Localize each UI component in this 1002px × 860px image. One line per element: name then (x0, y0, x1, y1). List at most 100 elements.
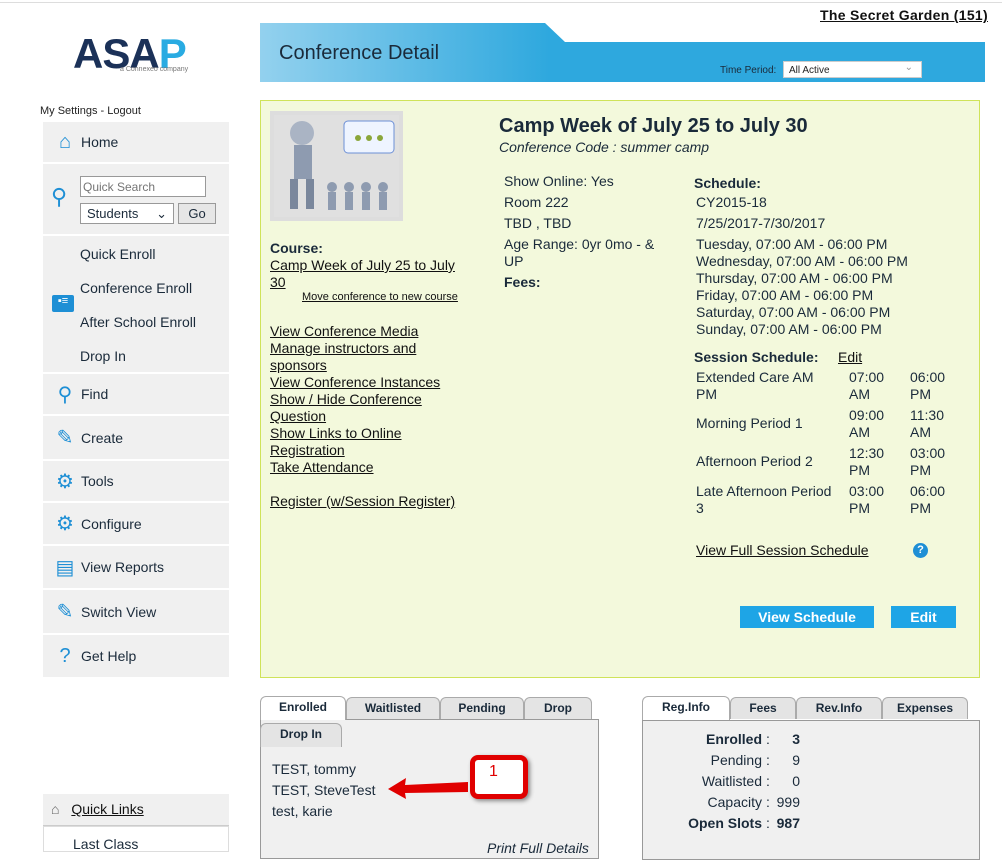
gears-icon: ⚙ (56, 470, 74, 493)
schedule-line: Tuesday, 07:00 AM - 06:00 PM (696, 236, 888, 252)
chevron-down-icon: ⌄ (156, 206, 167, 221)
view-schedule-button[interactable]: View Schedule (740, 606, 874, 628)
tab-expenses[interactable]: Expenses (882, 697, 968, 719)
age-range: Age Range: 0yr 0mo - & (504, 236, 655, 252)
manage-instructors-link-cont[interactable]: sponsors (270, 357, 327, 373)
home-icon: ⌂ (58, 130, 72, 153)
show-online: Show Online: Yes (504, 173, 614, 189)
quick-links-header[interactable]: ⌂ Quick Links (43, 794, 229, 826)
conference-title: Camp Week of July 25 to July 30 (499, 115, 808, 137)
conference-enroll-link[interactable]: Conference Enroll (80, 280, 193, 296)
reg-info-value: 999 (776, 794, 800, 810)
session-name2: PM (696, 386, 717, 402)
full-schedule-link[interactable]: View Full Session Schedule (696, 542, 869, 558)
robot-illustration (290, 120, 395, 210)
label: Configure (81, 515, 142, 532)
show-hide-question-link[interactable]: Show / Hide Conference (270, 391, 422, 407)
id-card-icon: ▪≡ (52, 295, 74, 312)
quick-search-block: ⚲ Students ⌄ Go (43, 164, 229, 236)
session-s2: PM (849, 462, 870, 478)
session-edit-link[interactable]: Edit (838, 349, 863, 365)
time-period-select[interactable]: All Active ⌄ (783, 61, 922, 78)
chevron-down-icon: ⌄ (904, 62, 913, 73)
quick-enroll-link[interactable]: Quick Enroll (80, 246, 156, 262)
session-e1: 06:00 (910, 369, 946, 385)
session-s1: 07:00 (849, 369, 885, 385)
show-hide-question-link-cont[interactable]: Question (270, 408, 327, 424)
enrolled-student[interactable]: test, karie (272, 803, 333, 819)
tab-reg-info[interactable]: Reg.Info (642, 696, 730, 720)
session-schedule-label: Session Schedule: (694, 349, 819, 365)
reg-info-value: 0 (792, 773, 800, 789)
settings-logout-link[interactable]: My Settings - Logout (40, 105, 141, 117)
sidebar-item-configure[interactable]: ⚙ Configure (43, 503, 229, 546)
reg-info-box (642, 720, 980, 860)
tab-rev-info[interactable]: Rev.Info (796, 697, 882, 719)
quick-links-label: Quick Links (71, 801, 144, 817)
print-details-link[interactable]: Print Full Details (487, 840, 589, 856)
go-button[interactable]: Go (178, 203, 216, 224)
gears-icon: ⚙ (56, 513, 74, 535)
course-link[interactable]: Camp Week of July 25 to July (270, 257, 455, 273)
tab-drop-in[interactable]: Drop In (260, 723, 342, 747)
session-e1: 03:00 (910, 445, 946, 461)
sidebar-item-switch-view[interactable]: ✎ Switch View (43, 590, 229, 635)
register-link[interactable]: Register (w/Session Register) (270, 493, 456, 509)
tab-enrolled[interactable]: Enrolled (260, 696, 346, 720)
view-instances-link[interactable]: View Conference Instances (270, 374, 441, 390)
course-label: Course: (270, 240, 323, 256)
reg-info-value: 3 (792, 731, 800, 747)
enroll-block: ▪≡ Quick Enroll Conference Enroll After … (43, 236, 229, 374)
schedule-line: Friday, 07:00 AM - 06:00 PM (696, 287, 874, 303)
sidebar-item-find[interactable]: ⚲ Find (43, 374, 229, 416)
last-class-link[interactable]: Last Class (43, 826, 229, 852)
separator: : (766, 773, 770, 789)
tab-waitlisted[interactable]: Waitlisted (346, 697, 440, 719)
schedule-line: Thursday, 07:00 AM - 06:00 PM (696, 270, 893, 286)
age-range-cont: UP (504, 253, 524, 269)
enrolled-student[interactable]: TEST, tommy (272, 761, 357, 777)
sidebar-nav: ⌂ Home ⚲ Students ⌄ Go ▪≡ Quick Enroll Con… (43, 122, 229, 679)
edit-icon: ✎ (56, 601, 74, 623)
logo-subtitle: a Connexeo company (120, 66, 189, 73)
tab-fees[interactable]: Fees (730, 697, 796, 719)
manage-instructors-link[interactable]: Manage instructors and (270, 340, 417, 356)
organization-link[interactable]: The Secret Garden (151) (820, 7, 988, 23)
edit-icon: ✎ (56, 427, 74, 449)
reg-info-label: Open Slots (688, 815, 762, 831)
quick-search-input[interactable] (80, 176, 206, 197)
page-title: Conference Detail (279, 42, 440, 64)
course-link-cont[interactable]: 30 (270, 274, 286, 290)
help-icon[interactable]: ? (913, 543, 928, 558)
sidebar-item-view-reports[interactable]: ▤ View Reports (43, 546, 229, 590)
session-e2: PM (910, 500, 931, 516)
session-e2: AM (910, 424, 931, 440)
search-type-select[interactable]: Students ⌄ (80, 203, 174, 224)
separator: : (766, 794, 770, 810)
take-attendance-link[interactable]: Take Attendance (270, 459, 374, 475)
drop-in-link[interactable]: Drop In (80, 348, 126, 364)
session-name2: 3 (696, 500, 704, 516)
after-school-enroll-link[interactable]: After School Enroll (80, 314, 196, 330)
move-conference-link[interactable]: Move conference to new course (302, 291, 458, 303)
edit-button[interactable]: Edit (891, 606, 956, 628)
sidebar-item-home[interactable]: ⌂ Home (43, 122, 229, 164)
sidebar-item-tools[interactable]: ⚙ Tools (43, 461, 229, 503)
schedule-line: Sunday, 07:00 AM - 06:00 PM (696, 321, 882, 337)
label: Create (81, 429, 124, 446)
reg-info-label: Enrolled (705, 731, 762, 747)
tab-pending[interactable]: Pending (440, 697, 524, 719)
view-media-link[interactable]: View Conference Media (270, 323, 419, 339)
asap-logo: ASAP (73, 30, 187, 77)
schedule-line: Wednesday, 07:00 AM - 06:00 PM (696, 253, 908, 269)
session-s1: 09:00 (849, 407, 885, 423)
schedule-label: Schedule: (694, 175, 761, 191)
online-registration-link-cont[interactable]: Registration (270, 442, 345, 458)
sidebar-item-create[interactable]: ✎ Create (43, 416, 229, 461)
enrolled-student[interactable]: TEST, SteveTest (272, 782, 376, 798)
tab-drop[interactable]: Drop (524, 697, 592, 719)
online-registration-link[interactable]: Show Links to Online (270, 425, 402, 441)
sidebar-item-get-help[interactable]: ? Get Help (43, 635, 229, 679)
label: View Reports (81, 559, 165, 575)
location: TBD , TBD (504, 215, 572, 231)
